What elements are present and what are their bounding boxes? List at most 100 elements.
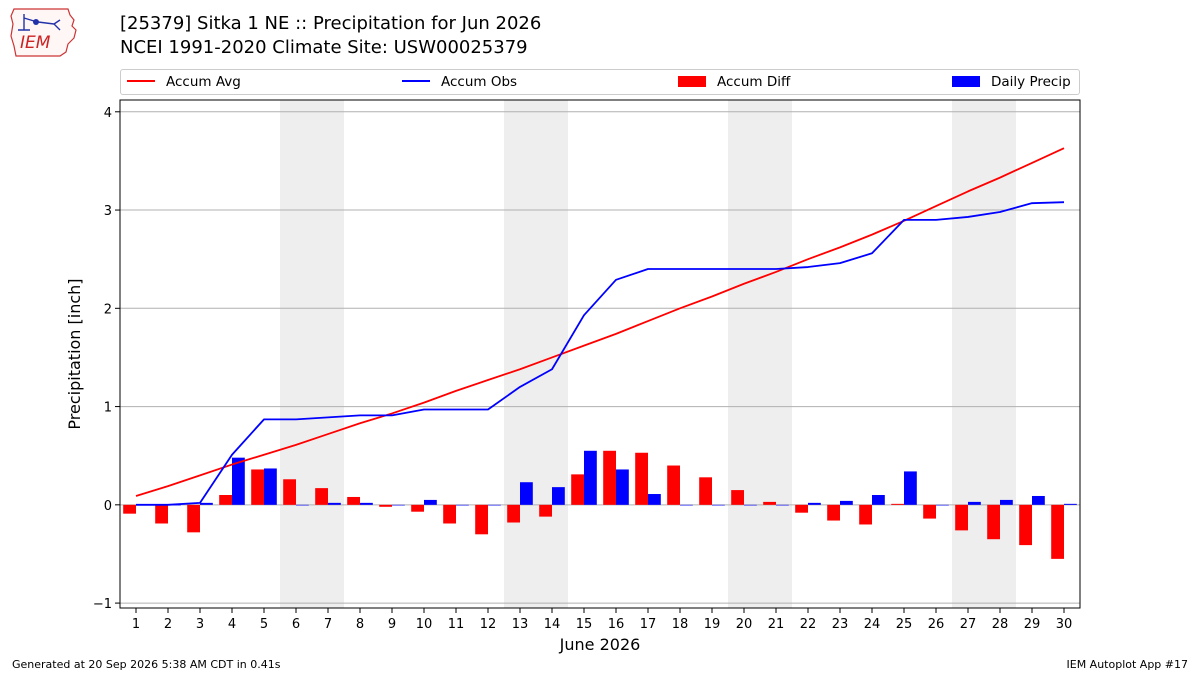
x-tick-label: 28	[992, 617, 1009, 632]
legend-swatch-accum-diff	[678, 75, 706, 87]
x-tick-label: 22	[800, 617, 817, 632]
daily-precip-bar	[264, 468, 277, 505]
daily-precip-bar	[776, 504, 789, 506]
daily-precip-bar	[200, 502, 213, 505]
accum-diff-bar	[411, 504, 424, 512]
accum-diff-bar	[475, 504, 488, 535]
daily-precip-bar	[680, 504, 693, 506]
weekend-shade	[952, 100, 1016, 608]
x-tick-label: 24	[864, 617, 881, 632]
legend-item-accum-obs: Accum Obs	[402, 74, 517, 90]
y-tick-label: −1	[93, 597, 112, 612]
accum-diff-bar	[923, 504, 936, 519]
legend-swatch-daily-precip	[952, 75, 980, 87]
x-tick-label: 6	[292, 617, 300, 632]
x-tick-label: 1	[132, 617, 140, 632]
chart-legend: Accum Avg Accum Obs Accum Diff Daily Pre…	[120, 69, 1080, 95]
x-tick-label: 13	[512, 617, 529, 632]
footer-app-id: IEM Autoplot App #17	[1066, 658, 1189, 671]
accum-diff-bar	[123, 504, 136, 514]
daily-precip-bar	[1032, 495, 1045, 505]
x-tick-label: 8	[356, 617, 364, 632]
weekend-shade	[280, 100, 344, 608]
x-tick-label: 30	[1056, 617, 1073, 632]
daily-precip-bar	[232, 457, 245, 505]
daily-precip-bar	[904, 471, 917, 505]
x-tick-label: 29	[1024, 617, 1041, 632]
accum-diff-bar	[251, 469, 264, 505]
daily-precip-bar	[744, 504, 757, 506]
y-tick-label: 3	[104, 204, 112, 219]
x-tick-label: 25	[896, 617, 913, 632]
legend-swatch-accum-obs	[402, 80, 430, 82]
daily-precip-bar	[648, 494, 661, 505]
x-tick-label: 17	[640, 617, 657, 632]
daily-precip-bar	[552, 487, 565, 505]
accum-diff-bar	[827, 504, 840, 521]
chart-subtitle: NCEI 1991-2020 Climate Site: USW00025379	[120, 37, 528, 58]
x-tick-label: 23	[832, 617, 849, 632]
legend-label-daily-precip: Daily Precip	[991, 74, 1071, 90]
y-tick-label: 1	[104, 401, 112, 416]
accum-obs-line	[136, 201, 1065, 506]
x-tick-label: 7	[324, 617, 332, 632]
accum-avg-line	[135, 147, 1065, 497]
legend-item-daily-precip: Daily Precip	[952, 74, 1071, 90]
y-axis-label: Precipitation [inch]	[65, 278, 84, 429]
accum-diff-bar	[155, 504, 168, 524]
x-tick-label: 12	[480, 617, 497, 632]
daily-precip-bar	[808, 502, 821, 505]
daily-precip-bar	[424, 499, 437, 505]
x-tick-label: 19	[704, 617, 721, 632]
x-tick-label: 9	[388, 617, 396, 632]
daily-precip-bar	[872, 495, 885, 505]
legend-item-accum-avg: Accum Avg	[127, 74, 241, 90]
x-tick-label: 18	[672, 617, 689, 632]
accum-diff-bar	[571, 474, 584, 505]
accum-diff-bar	[699, 477, 712, 505]
accum-diff-bar	[443, 504, 456, 524]
daily-precip-bar	[840, 500, 853, 505]
daily-precip-bar	[584, 450, 597, 505]
accum-diff-bar	[795, 504, 808, 513]
accum-diff-bar	[539, 504, 552, 517]
accum-diff-bar	[315, 488, 328, 505]
accum-diff-bar	[891, 503, 904, 505]
y-tick-label: 0	[104, 499, 112, 514]
logo-text: IEM	[20, 33, 51, 53]
sensor-dot-icon	[33, 19, 39, 25]
daily-precip-bar	[488, 504, 501, 506]
daily-precip-bar	[328, 502, 341, 505]
accum-diff-bar	[283, 479, 296, 505]
x-tick-label: 21	[768, 617, 785, 632]
weekend-shade	[728, 100, 792, 608]
x-tick-label: 26	[928, 617, 945, 632]
accum-diff-bar	[347, 496, 360, 505]
footer-generated: Generated at 20 Sep 2026 5:38 AM CDT in …	[12, 658, 281, 671]
legend-label-accum-diff: Accum Diff	[717, 74, 791, 90]
daily-precip-bar	[392, 504, 405, 506]
x-tick-label: 10	[416, 617, 433, 632]
plot-frame	[119, 99, 1081, 609]
legend-item-accum-diff: Accum Diff	[678, 74, 790, 90]
accum-diff-bar	[635, 452, 648, 505]
accum-diff-bar	[187, 504, 200, 533]
legend-swatch-accum-avg	[127, 80, 155, 82]
accum-diff-bar	[731, 490, 744, 505]
daily-precip-bar	[296, 504, 309, 506]
daily-precip-bar	[936, 504, 949, 506]
x-axis-label: June 2026	[559, 635, 641, 654]
daily-precip-bar	[1064, 503, 1077, 505]
accum-diff-bar	[1051, 504, 1064, 559]
daily-precip-bar	[968, 501, 981, 505]
daily-precip-bar	[616, 469, 629, 505]
x-tick-label: 14	[544, 617, 561, 632]
accum-diff-bar	[1019, 504, 1032, 546]
x-tick-label: 15	[576, 617, 593, 632]
x-tick-label: 3	[196, 617, 204, 632]
y-tick-label: 4	[104, 106, 112, 121]
accum-diff-bar	[763, 501, 776, 505]
legend-label-accum-obs: Accum Obs	[441, 74, 518, 90]
x-tick-label: 2	[164, 617, 172, 632]
